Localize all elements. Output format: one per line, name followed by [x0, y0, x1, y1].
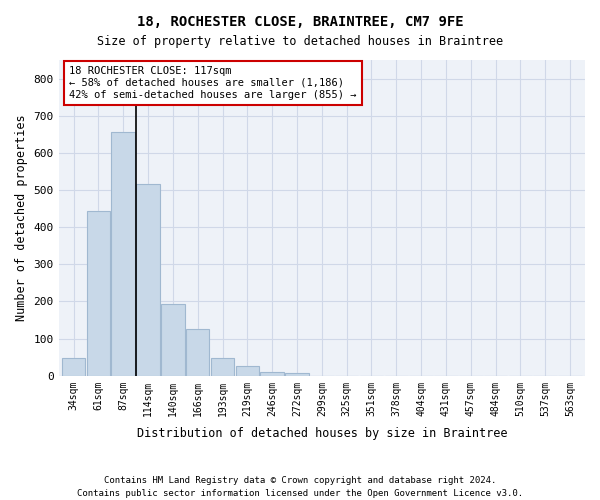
Text: 18, ROCHESTER CLOSE, BRAINTREE, CM7 9FE: 18, ROCHESTER CLOSE, BRAINTREE, CM7 9FE — [137, 15, 463, 29]
Text: 18 ROCHESTER CLOSE: 117sqm
← 58% of detached houses are smaller (1,186)
42% of s: 18 ROCHESTER CLOSE: 117sqm ← 58% of deta… — [69, 66, 356, 100]
Text: Contains public sector information licensed under the Open Government Licence v3: Contains public sector information licen… — [77, 488, 523, 498]
Bar — [236, 366, 259, 376]
Bar — [62, 358, 85, 376]
Bar — [112, 132, 135, 376]
Bar — [86, 211, 110, 376]
Text: Size of property relative to detached houses in Braintree: Size of property relative to detached ho… — [97, 35, 503, 48]
Bar — [260, 372, 284, 376]
Bar — [285, 373, 309, 376]
Bar — [136, 184, 160, 376]
Text: Contains HM Land Registry data © Crown copyright and database right 2024.: Contains HM Land Registry data © Crown c… — [104, 476, 496, 485]
Bar — [161, 304, 185, 376]
Y-axis label: Number of detached properties: Number of detached properties — [15, 114, 28, 321]
Bar — [186, 330, 209, 376]
X-axis label: Distribution of detached houses by size in Braintree: Distribution of detached houses by size … — [137, 427, 507, 440]
Bar — [211, 358, 235, 376]
